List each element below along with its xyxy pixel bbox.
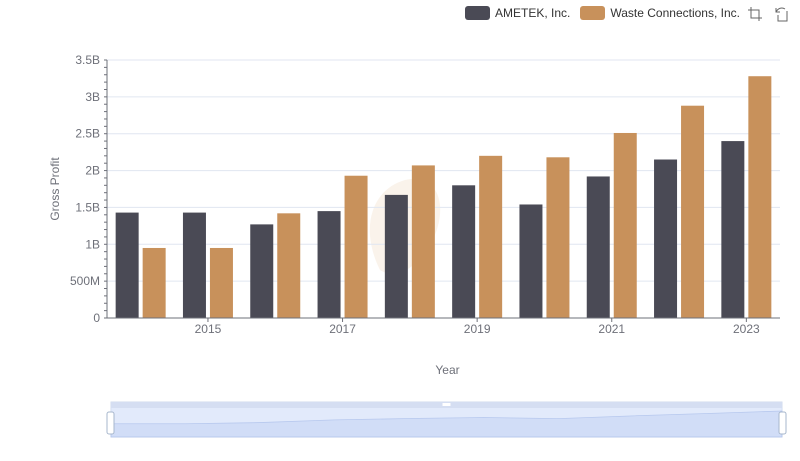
legend-item-waste-connections[interactable]: Waste Connections, Inc. <box>580 6 740 20</box>
bar-waste-connections-2020[interactable] <box>546 157 570 318</box>
bar-ametek-2019[interactable] <box>452 185 476 318</box>
y-tick-label: 500M <box>70 274 100 288</box>
bar-ametek-2023[interactable] <box>721 141 745 318</box>
bar-ametek-2021[interactable] <box>586 176 610 318</box>
bar-ametek-2014[interactable] <box>115 212 139 318</box>
bars-layer <box>115 76 772 319</box>
bar-waste-connections-2015[interactable] <box>209 247 233 318</box>
bar-waste-connections-2014[interactable] <box>142 247 166 318</box>
bar-ametek-2016[interactable] <box>250 224 274 318</box>
bar-waste-connections-2022[interactable] <box>681 105 705 319</box>
zoom-handle-left[interactable] <box>106 411 115 435</box>
bar-waste-connections-2019[interactable] <box>479 155 503 318</box>
legend-label-ametek: AMETEK, Inc. <box>495 6 571 20</box>
y-tick-label: 3B <box>85 90 100 104</box>
x-tick-label: 2015 <box>195 322 222 336</box>
y-tick-label: 1B <box>85 237 100 251</box>
grid-lines <box>107 59 780 282</box>
bar-ametek-2017[interactable] <box>317 211 341 318</box>
bar-waste-connections-2017[interactable] <box>344 175 368 318</box>
legend-swatch-waste-connections <box>580 6 606 20</box>
y-tick-label: 1.5B <box>75 200 100 214</box>
bar-ametek-2020[interactable] <box>519 204 543 318</box>
bar-waste-connections-2023[interactable] <box>748 76 772 319</box>
bar-waste-connections-2016[interactable] <box>277 213 301 318</box>
bar-waste-connections-2021[interactable] <box>613 132 637 318</box>
y-tick-label: 2B <box>85 164 100 178</box>
zoom-drag-grip[interactable] <box>442 403 451 406</box>
y-tick-label: 2.5B <box>75 127 100 141</box>
x-tick-label: 2017 <box>329 322 356 336</box>
restore-icon[interactable] <box>773 6 789 22</box>
bar-ametek-2022[interactable] <box>654 159 678 318</box>
x-tick-label: 2021 <box>598 322 625 336</box>
x-axis-title: Year <box>435 363 459 377</box>
axes: 0 500M 1B 1.5B 2B 2.5B 3B 3.5B 2015 2017 2019 2021 2… <box>70 53 780 336</box>
bar-waste-connections-2018[interactable] <box>411 165 435 318</box>
chart-legend: AMETEK, Inc. Waste Connections, Inc. <box>465 4 750 22</box>
legend-swatch-ametek <box>465 6 490 20</box>
y-axis-title: Gross Profit <box>48 157 62 221</box>
bar-ametek-2015[interactable] <box>182 212 206 318</box>
zoom-preview-area <box>110 410 783 438</box>
y-tick-label: 3.5B <box>75 53 100 67</box>
zoom-handle-right[interactable] <box>778 411 787 435</box>
x-tick-label: 2019 <box>464 322 491 336</box>
chart-toolbox <box>747 6 799 22</box>
bar-ametek-2018[interactable] <box>384 194 408 318</box>
zoom-icon[interactable] <box>747 6 763 22</box>
y-tick-label: 0 <box>93 311 100 325</box>
x-tick-label: 2023 <box>733 322 760 336</box>
legend-label-waste-connections: Waste Connections, Inc. <box>610 6 740 20</box>
legend-item-ametek[interactable]: AMETEK, Inc. <box>465 6 570 20</box>
data-zoom-slider[interactable] <box>106 401 787 438</box>
